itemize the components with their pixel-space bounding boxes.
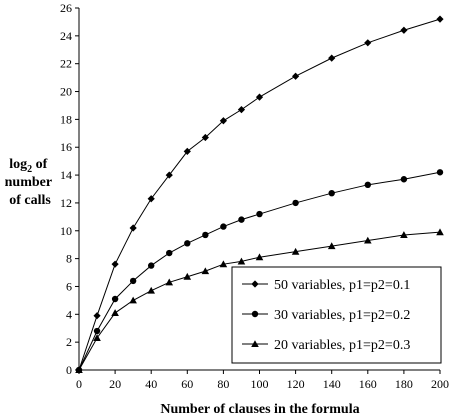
data-point-circle [111,295,119,303]
data-point-circle [400,176,408,183]
data-point-circle [256,210,263,218]
data-point-diamond [251,280,259,288]
data-point-circle [184,240,191,247]
legend-item: 50 variables, p1=p2=0.1 [242,278,410,293]
data-point-triangle [237,257,246,265]
data-point-triangle [111,309,119,316]
data-point-diamond [183,147,191,156]
data-point-circle [129,277,137,285]
series-layer [75,15,444,374]
data-point-circle [436,169,444,176]
data-point-triangle [129,296,137,304]
data-point-circle [220,223,227,230]
data-point-diamond [237,106,246,114]
data-point-diamond [111,260,119,268]
series-line [78,231,441,371]
data-point-triangle [75,366,83,374]
x-tick-label: 80 [217,377,229,391]
y-tick-label: 4 [66,307,72,321]
data-point-triangle [291,247,300,255]
y-tick-label: 26 [60,1,72,15]
y-axis-label-calls: of calls [9,193,51,208]
x-tick-label: 40 [145,377,157,391]
data-point-circle [364,181,371,189]
y-axis-label-subscript: 2 [27,164,32,175]
y-tick-label: 0 [66,363,72,377]
data-point-diamond [436,15,444,23]
y-tick-label: 16 [60,140,72,154]
x-tick-label: 100 [251,377,269,391]
legend-label: 50 variables, p1=p2=0.1 [274,278,410,293]
data-point-triangle [183,272,192,280]
y-tick-label: 22 [60,57,72,71]
y-tick-label: 20 [60,85,72,99]
data-point-circle [148,262,155,269]
data-point-diamond [147,195,155,203]
data-point-diamond [165,171,173,179]
x-tick-label: 20 [109,377,121,391]
x-axis-label: Number of clauses in the formula [160,402,359,417]
data-point-circle [328,189,335,197]
data-point-triangle [255,253,264,261]
series-2 [75,169,444,374]
y-axis-label: log2 of number of calls [5,157,56,208]
data-point-triangle [93,334,101,342]
x-tick-label: 120 [287,377,305,391]
data-point-triangle [327,242,336,250]
data-point-circle [251,310,259,318]
data-point-diamond [201,133,209,142]
data-point-triangle [436,228,444,236]
data-point-circle [202,231,209,239]
x-tick-label: 180 [395,377,413,391]
data-point-diamond [219,117,227,125]
data-point-diamond [364,39,372,47]
data-point-circle [238,216,245,223]
x-tick-label: 0 [76,377,82,391]
data-point-circle [292,199,299,207]
series-line [78,18,441,371]
data-point-triangle [147,286,155,294]
y-axis-label-log: log [9,157,27,172]
series-line [78,171,441,371]
y-tick-label: 2 [66,335,72,349]
y-tick-label: 10 [60,224,72,238]
data-point-triangle [364,236,372,244]
data-point-circle [166,249,173,257]
data-point-diamond [129,224,137,232]
y-tick-label: 12 [60,196,72,210]
x-axis-ticks: 0 20 40 60 80 100 120 140 160 180 200 [76,370,449,391]
legend-item: 30 variables, p1=p2=0.2 [242,308,410,323]
data-point-diamond [328,54,336,62]
data-point-triangle [165,278,174,286]
data-point-diamond [400,26,408,34]
x-tick-label: 200 [431,377,449,391]
x-tick-label: 160 [359,377,377,391]
y-tick-label: 18 [60,112,72,126]
data-point-circle [93,327,101,335]
legend-label: 20 variables, p1=p2=0.3 [274,338,410,353]
y-axis-label-of: of [36,157,48,172]
data-point-triangle [251,340,259,348]
y-tick-label: 14 [60,168,72,182]
legend-item: 20 variables, p1=p2=0.3 [242,338,410,353]
data-point-triangle [219,260,228,268]
legend-label: 30 variables, p1=p2=0.2 [274,308,410,323]
series-3 [75,228,444,374]
y-tick-label: 6 [66,279,72,293]
y-axis-label-number: number [5,175,52,190]
y-tick-label: 24 [60,29,72,43]
data-point-diamond [255,93,264,101]
data-point-diamond [93,312,101,320]
legend: 50 variables, p1=p2=0.1 30 variables, p1=… [231,266,442,364]
data-point-triangle [400,231,408,238]
x-tick-label: 60 [181,377,193,391]
x-tick-label: 140 [323,377,341,391]
legend-box [231,266,442,364]
data-point-triangle [201,267,210,275]
y-tick-label: 8 [66,252,72,266]
data-point-diamond [292,72,300,80]
